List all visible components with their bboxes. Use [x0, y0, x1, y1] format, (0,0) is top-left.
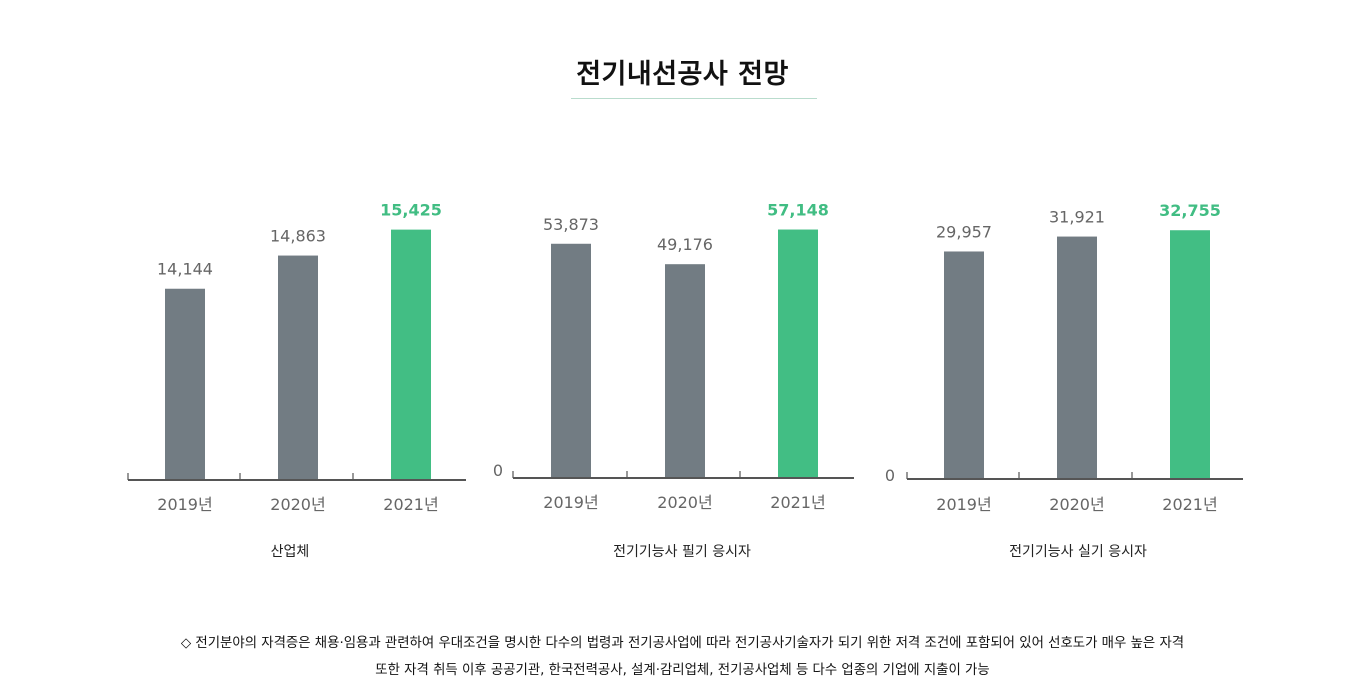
- bar-2: [1057, 236, 1097, 479]
- chart-written-exam: 53,873 49,176 57,148 2019년 2020년 2021년 0: [493, 201, 854, 512]
- x-tick-label-2: 2020년: [657, 493, 712, 512]
- title-underline: [571, 98, 817, 99]
- x-tick-label-3: 2021년: [383, 495, 438, 514]
- bar-3: [391, 229, 431, 480]
- bar-1: [944, 251, 984, 479]
- bar-2: [278, 255, 318, 480]
- bar-3: [778, 229, 818, 478]
- x-tick-label-2: 2020년: [1049, 495, 1104, 514]
- x-tick-label-1: 2019년: [936, 495, 991, 514]
- value-label-1: 29,957: [936, 222, 992, 241]
- value-label-2: 14,863: [270, 227, 326, 246]
- bar-2: [665, 264, 705, 478]
- x-tick-label-1: 2019년: [543, 493, 598, 512]
- x-tick-label-3: 2021년: [1162, 495, 1217, 514]
- bar-1: [165, 288, 205, 480]
- value-label-1: 53,873: [543, 215, 599, 234]
- bar-1: [551, 243, 591, 478]
- x-tick-label-1: 2019년: [157, 495, 212, 514]
- bar-3: [1170, 230, 1210, 479]
- chart-caption-industry: 산업체: [270, 544, 310, 560]
- footnote-line-2: 또한 자격 취득 이후 공공기관, 한국전력공사, 설계·감리업체, 전기공사업…: [375, 663, 990, 678]
- value-label-2: 49,176: [657, 235, 713, 254]
- value-label-2: 31,921: [1049, 208, 1105, 227]
- chart-industry: 14,144 14,863 15,425 2019년 2020년 2021년: [127, 201, 466, 514]
- footnote: ◇ 전기분야의 자격증은 채용·임용과 관련하여 우대조건을 명시한 다수의 법…: [0, 630, 1365, 684]
- x-tick-label-3: 2021년: [770, 493, 825, 512]
- page-title: 전기내선공사 전망: [576, 59, 789, 90]
- y-zero-label: 0: [885, 466, 895, 485]
- value-label-1: 14,144: [157, 260, 213, 279]
- y-zero-label: 0: [493, 461, 503, 480]
- x-tick-label-2: 2020년: [270, 495, 325, 514]
- value-label-3: 15,425: [380, 201, 442, 220]
- footnote-line-1: ◇ 전기분야의 자격증은 채용·임용과 관련하여 우대조건을 명시한 다수의 법…: [180, 636, 1185, 651]
- value-label-3: 57,148: [767, 201, 829, 220]
- chart-caption-practical-exam: 전기기능사 실기 응시자: [1009, 544, 1147, 560]
- chart-practical-exam: 29,957 31,921 32,755 2019년 2020년 2021년 0: [885, 201, 1243, 514]
- value-label-3: 32,755: [1159, 201, 1221, 220]
- chart-caption-written-exam: 전기기능사 필기 응시자: [613, 544, 751, 560]
